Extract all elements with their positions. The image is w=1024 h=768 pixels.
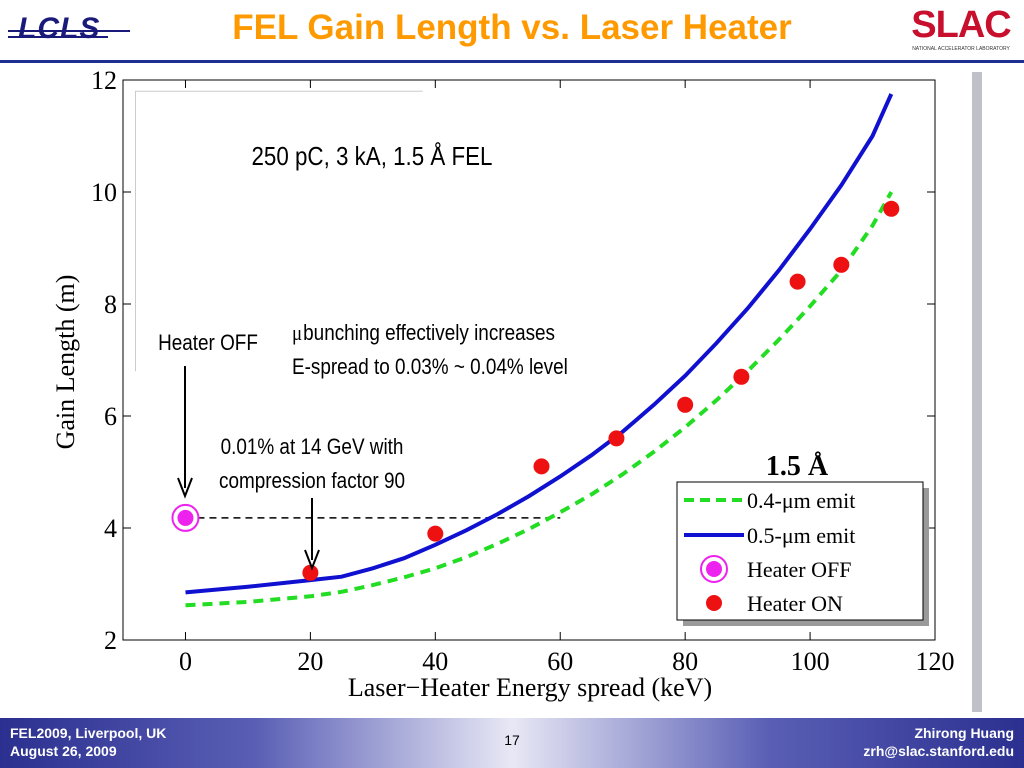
- x-tick-label: 80: [672, 647, 698, 676]
- inset-frame: [134, 90, 423, 372]
- footer-author: Zhirong Huang: [914, 725, 1014, 741]
- heater-on-point: [883, 200, 900, 217]
- legend-group: 0.4-μm emit 0.5-μm emit Heater OFF Heater O…: [684, 488, 855, 616]
- x-axis-label: Laser−Heater Energy spread (keV): [348, 673, 712, 702]
- heater-on-point: [302, 564, 319, 581]
- heater-on-point: [608, 430, 625, 447]
- heater-on-point: [789, 273, 806, 290]
- heater-on-point: [733, 368, 750, 385]
- curves-group: [185, 93, 894, 608]
- legend-label: 0.5-μm emit: [747, 523, 855, 548]
- y-tick-label: 2: [104, 626, 117, 655]
- heater-off-point-ring: [171, 503, 200, 532]
- legend-header: 1.5 Å: [766, 451, 829, 482]
- slide-header: LCLS FEL Gain Length vs. Laser Heater SL…: [0, 0, 1024, 63]
- footer-conference: FEL2009, Liverpool, UK: [10, 725, 167, 741]
- legend-label: Heater ON: [747, 591, 843, 616]
- series-line-emit-04: [185, 191, 894, 608]
- lcls-logo: LCLS: [8, 12, 130, 48]
- footer-right: Zhirong Huang zrh@slac.stanford.edu: [863, 724, 1014, 760]
- y-tick-label: 10: [91, 178, 117, 207]
- x-tick-label: 60: [547, 647, 573, 676]
- axes-group: [122, 79, 936, 641]
- y-tick-label: 12: [91, 66, 117, 95]
- heater-on-point: [833, 256, 850, 273]
- footer-email: zrh@slac.stanford.edu: [863, 743, 1014, 759]
- compression-line1: 0.01% at 14 GeV with: [221, 435, 404, 460]
- x-tick-label: 20: [297, 647, 323, 676]
- legend-label: Heater OFF: [747, 557, 851, 582]
- inset-title: 250 pC, 3 kA, 1.5 Å FEL: [252, 141, 493, 171]
- series-line-emit-05: [185, 93, 894, 595]
- slac-logo-subtitle: NATIONAL ACCELERATOR LABORATORY: [912, 46, 1010, 52]
- x-tick-label: 0: [179, 647, 192, 676]
- mubunching-mu: μ: [292, 322, 302, 346]
- y-tick-label: 4: [104, 514, 117, 543]
- slide-footer: FEL2009, Liverpool, UK August 26, 2009 1…: [0, 718, 1024, 768]
- y-tick-label: 6: [104, 402, 117, 431]
- x-tick-label: 120: [916, 647, 955, 676]
- plot-frame: [122, 79, 936, 641]
- compression-arrow: [304, 498, 320, 571]
- legend-swatch-dot: [706, 561, 722, 577]
- heater-on-point: [677, 396, 694, 413]
- compression-line2: compression factor 90: [219, 469, 405, 494]
- page-number: 17: [504, 732, 520, 748]
- slac-logo: SLAC NATIONAL ACCELERATOR LABORATORY: [905, 4, 1017, 56]
- mubunching-line2: E-spread to 0.03% ~ 0.04% level: [292, 355, 568, 380]
- lcls-logo-text: LCLS: [18, 12, 101, 45]
- legend-swatch-ring: [700, 555, 728, 583]
- x-tick-label: 40: [422, 647, 448, 676]
- slac-logo-text: SLAC: [911, 4, 1011, 46]
- header-divider: [0, 60, 1024, 63]
- slide-title: FEL Gain Length vs. Laser Heater: [232, 8, 792, 47]
- ticks-group: 0 20 40 60 80 100 120 2 4 6 8 10 12: [91, 66, 955, 676]
- figure-shadow-bar: [972, 72, 982, 712]
- footer-date: August 26, 2009: [10, 743, 117, 759]
- mubunching-line1: bunching effectively increases: [303, 321, 555, 346]
- y-axis-label: Gain Length (m): [51, 275, 80, 450]
- legend-swatch-dot: [706, 595, 722, 611]
- heater-off-arrow: [177, 366, 193, 499]
- points-group: [171, 200, 900, 581]
- heater-on-point: [427, 525, 444, 542]
- x-tick-label: 100: [791, 647, 830, 676]
- legend-label: 0.4-μm emit: [747, 488, 855, 513]
- mubunching-note: μ bunching effectively increases E-sprea…: [292, 321, 568, 380]
- y-tick-label: 8: [104, 290, 117, 319]
- heater-off-label: Heater OFF: [158, 331, 258, 356]
- heater-off-point: [177, 509, 194, 526]
- heater-on-point: [533, 458, 550, 475]
- compression-note: 0.01% at 14 GeV with compression factor …: [219, 435, 405, 494]
- footer-left: FEL2009, Liverpool, UK August 26, 2009: [10, 724, 166, 760]
